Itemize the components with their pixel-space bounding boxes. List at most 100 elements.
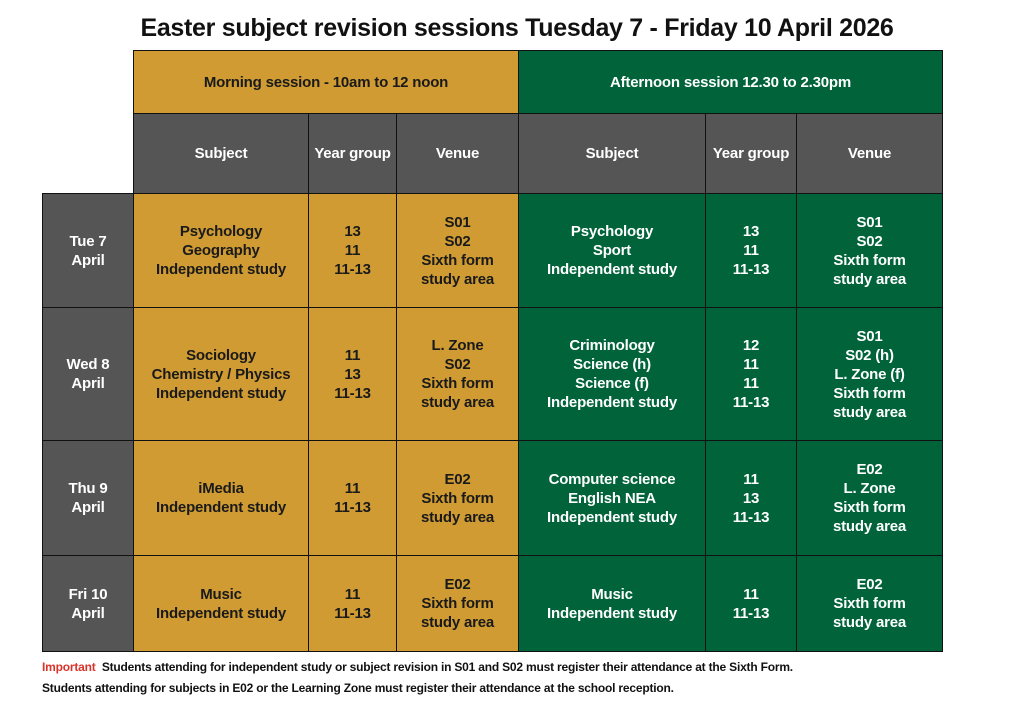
morning-year-cell: 11 11-13 [308,555,397,652]
page-title: Easter subject revision sessions Tuesday… [140,14,894,42]
afternoon-venue-cell-line: Sixth form [833,499,906,516]
afternoon-year-group-header: Year group [705,113,797,194]
afternoon-year-cell-line: 11 [743,242,759,259]
afternoon-venue-cell: S01 S02 Sixth form study area [796,193,943,308]
afternoon-venue-cell-line: S01 [856,327,883,345]
morning-venue-cell: L. Zone S02 Sixth form study area [396,307,519,441]
morning-subject-cell-line: Independent study [156,261,286,278]
afternoon-subject-cell-line: Computer science [548,470,676,488]
afternoon-venue-cell-line: study area [832,518,907,535]
morning-venue-cell-line: Sixth form [421,375,494,392]
morning-venue-cell: S01 S02 Sixth form study area [396,193,519,308]
morning-venue-cell-line: S02 [444,232,471,250]
morning-year-cell-line: 11-13 [334,261,371,278]
afternoon-venue-cell-line: S02 (h) [845,346,894,364]
morning-year-group-header-line: Year group [314,145,391,162]
day-label-line: April [71,604,105,622]
morning-subject-cell-line: Independent study [156,604,286,622]
day-label: Thu 9 April [42,440,134,556]
afternoon-subject-cell-line: Sport [592,242,632,259]
afternoon-venue-cell-line: E02 [856,576,883,593]
afternoon-venue-cell-line: L. Zone (f) [834,365,905,383]
morning-session-header: Morning session - 10am to 12 noon [133,50,519,114]
revision-timetable: Morning session - 10am to 12 noon Afterno… [42,50,943,652]
morning-subject-cell: iMedia Independent study [133,440,309,556]
morning-venue-cell-line: S02 [444,356,471,373]
day-label: Tue 7 April [42,193,134,308]
morning-year-cell-line: 11-13 [334,499,371,516]
afternoon-venue-cell: S01 S02 (h) L. Zone (f) Sixth form study are… [796,307,943,441]
morning-subject-cell-line: Geography [182,242,260,259]
day-label-line: Thu 9 [68,480,108,497]
morning-venue-cell-line: study area [420,394,495,411]
morning-subject-cell: Sociology Chemistry / Physics Independent … [133,307,309,441]
afternoon-venue-cell-line: study area [832,614,907,631]
afternoon-subject-cell-line: Independent study [547,604,677,622]
morning-year-cell-line: 11 [344,480,361,497]
afternoon-venue-cell-line: Sixth form [833,595,906,612]
afternoon-venue-cell-line: study area [832,270,907,288]
morning-year-cell: 11 13 11-13 [308,307,397,441]
morning-subject-cell-line: Independent study [156,499,286,516]
morning-venue-cell-line: study area [420,614,495,631]
afternoon-year-cell-line: 11 [743,585,759,603]
morning-subject-cell: Psychology Geography Independent study [133,193,309,308]
afternoon-subject-cell-line: Independent study [547,261,677,278]
morning-venue-cell-line: Sixth form [421,251,494,269]
morning-venue-cell-line: S01 [444,213,471,231]
important-label: Important [42,660,96,674]
afternoon-venue-cell: E02 Sixth form study area [796,555,943,652]
afternoon-subject-cell-line: English NEA [568,489,656,507]
morning-venue-cell: E02 Sixth form study area [396,555,519,652]
afternoon-year-cell-line: 11 [743,356,759,373]
morning-year-cell-line: 11 [344,585,361,603]
morning-venue-cell-line: L. Zone [431,337,484,354]
afternoon-session-header-line: Afternoon session 12.30 to 2.30pm [610,73,851,91]
afternoon-year-cell-line: 11 [743,375,759,392]
morning-subject-cell-line: Music [200,585,242,603]
afternoon-subject-cell: Music Independent study [518,555,706,652]
morning-venue-cell: E02 Sixth form study area [396,440,519,556]
morning-session-header-line: Morning session - 10am to 12 noon [203,73,449,91]
morning-year-group-header: Year group [308,113,397,194]
afternoon-year-cell-line: 11-13 [732,261,770,278]
empty-corner [42,50,134,194]
day-label-line: April [71,375,105,392]
afternoon-venue-cell-line: study area [832,403,907,421]
afternoon-venue-cell-line: E02 [856,461,883,478]
morning-subject-header-line: Subject [194,145,248,162]
afternoon-subject-cell-line: Independent study [547,508,677,526]
afternoon-subject-cell-line: Psychology [570,223,654,240]
afternoon-subject-cell-line: Science (f) [575,375,649,392]
morning-subject-cell-line: Psychology [179,223,263,240]
morning-venue-cell-line: study area [420,508,495,526]
afternoon-venue-cell-line: S01 [856,213,883,231]
morning-subject-cell-line: Independent study [156,384,286,402]
morning-year-cell-line: 11 [344,346,361,364]
morning-subject-cell-line: Sociology [186,346,256,364]
day-label-line: Tue 7 [69,232,107,250]
afternoon-year-cell: 13 11 11-13 [705,193,797,308]
day-label-line: Fri 10 [68,585,108,603]
afternoon-year-cell-line: 13 [742,489,760,507]
afternoon-year-cell-line: 11-13 [732,394,770,411]
afternoon-subject-header-line: Subject [585,145,639,162]
afternoon-subject-cell: Psychology Sport Independent study [518,193,706,308]
morning-venue-cell-line: E02 [444,576,471,593]
day-label-line: April [71,251,105,269]
afternoon-year-cell: 12 11 11 11-13 [705,307,797,441]
morning-year-cell-line: 13 [344,365,361,383]
morning-venue-cell-line: Sixth form [421,489,494,507]
afternoon-year-cell: 11 13 11-13 [705,440,797,556]
afternoon-year-cell-line: 11-13 [732,604,770,622]
note-line-2: Students attending for subjects in E02 o… [42,681,674,695]
morning-year-cell: 13 11 11-13 [308,193,397,308]
morning-subject-cell-line: Chemistry / Physics [151,365,291,383]
morning-year-cell: 11 11-13 [308,440,397,556]
afternoon-session-header: Afternoon session 12.30 to 2.30pm [518,50,943,114]
afternoon-venue-header-line: Venue [847,145,892,162]
morning-venue-header: Venue [396,113,519,194]
afternoon-subject-cell: Computer science English NEA Independent s… [518,440,706,556]
afternoon-subject-cell-line: Science (h) [573,356,651,373]
afternoon-year-cell-line: 11 [743,470,759,488]
